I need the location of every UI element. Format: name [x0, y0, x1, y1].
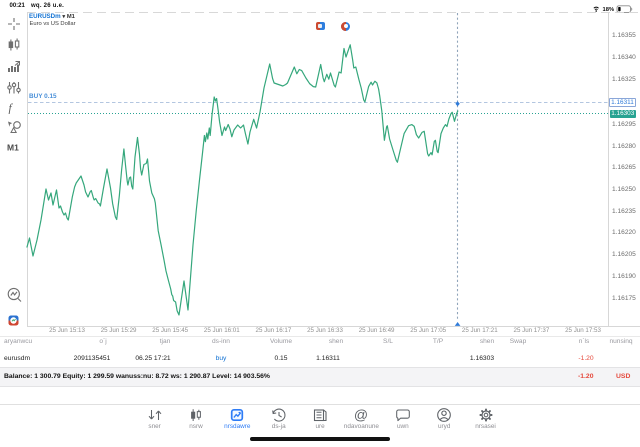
svg-text:M1: M1: [7, 143, 19, 153]
svg-text:f: f: [9, 103, 14, 115]
svg-text:18%: 18%: [603, 7, 615, 13]
svg-text:@: @: [354, 407, 368, 423]
